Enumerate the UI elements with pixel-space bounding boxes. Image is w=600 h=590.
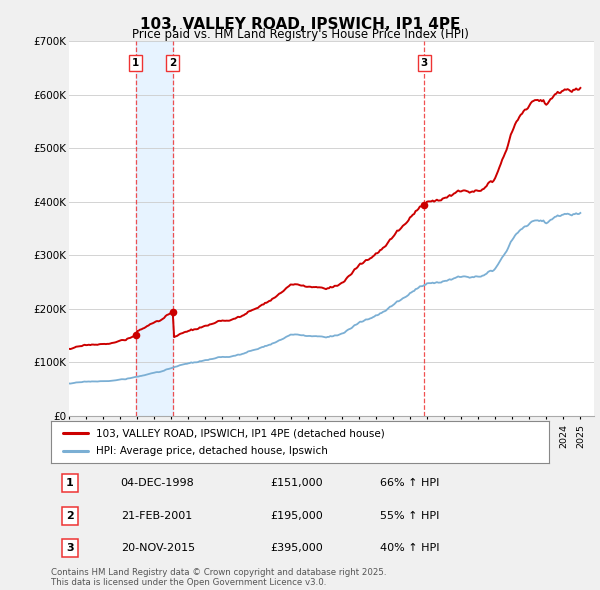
Text: £151,000: £151,000	[270, 478, 323, 488]
Text: Price paid vs. HM Land Registry's House Price Index (HPI): Price paid vs. HM Land Registry's House …	[131, 28, 469, 41]
Text: 3: 3	[66, 543, 74, 553]
Text: Contains HM Land Registry data © Crown copyright and database right 2025.
This d: Contains HM Land Registry data © Crown c…	[51, 568, 386, 587]
Text: 2: 2	[169, 58, 176, 68]
Text: 40% ↑ HPI: 40% ↑ HPI	[380, 543, 439, 553]
Text: 21-FEB-2001: 21-FEB-2001	[121, 511, 192, 520]
Text: 1: 1	[132, 58, 139, 68]
Text: HPI: Average price, detached house, Ipswich: HPI: Average price, detached house, Ipsw…	[96, 446, 328, 456]
Text: 103, VALLEY ROAD, IPSWICH, IP1 4PE: 103, VALLEY ROAD, IPSWICH, IP1 4PE	[140, 17, 460, 31]
Text: 20-NOV-2015: 20-NOV-2015	[121, 543, 195, 553]
Text: 04-DEC-1998: 04-DEC-1998	[121, 478, 194, 488]
Text: 66% ↑ HPI: 66% ↑ HPI	[380, 478, 439, 488]
Text: 1: 1	[66, 478, 74, 488]
Text: £395,000: £395,000	[270, 543, 323, 553]
Text: 55% ↑ HPI: 55% ↑ HPI	[380, 511, 439, 520]
Text: 103, VALLEY ROAD, IPSWICH, IP1 4PE (detached house): 103, VALLEY ROAD, IPSWICH, IP1 4PE (deta…	[96, 428, 385, 438]
Text: £195,000: £195,000	[270, 511, 323, 520]
Bar	[136, 41, 173, 416]
Text: 3: 3	[421, 58, 428, 68]
Text: 2: 2	[66, 511, 74, 520]
